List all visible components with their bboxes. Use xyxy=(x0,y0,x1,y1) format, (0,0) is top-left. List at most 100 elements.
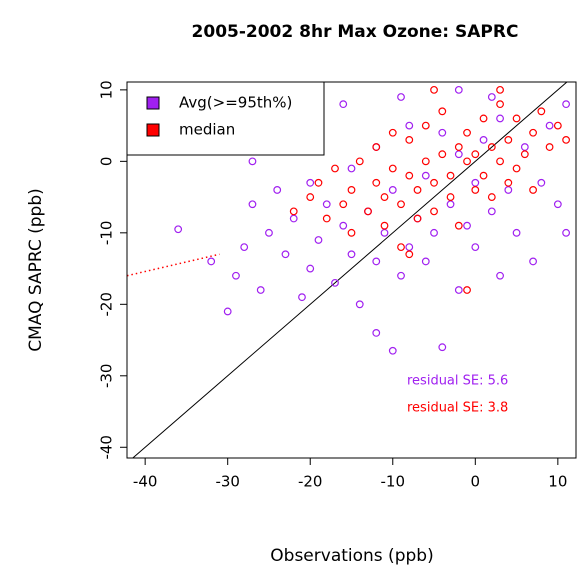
point xyxy=(413,186,422,194)
point xyxy=(479,136,488,144)
point xyxy=(496,100,504,109)
point xyxy=(487,143,496,151)
point xyxy=(463,128,471,137)
point xyxy=(479,171,488,180)
point xyxy=(256,286,265,294)
point xyxy=(355,300,364,309)
x-tick-label: -30 xyxy=(215,473,240,491)
point xyxy=(331,278,339,287)
point xyxy=(471,186,480,194)
point xyxy=(438,128,447,137)
fit-line xyxy=(127,253,220,277)
point xyxy=(504,178,513,187)
point xyxy=(430,207,438,216)
annotation: residual SE: 5.6 xyxy=(407,374,508,389)
point xyxy=(553,121,562,130)
point xyxy=(520,143,529,151)
point xyxy=(397,271,405,280)
x-tick-label: -40 xyxy=(133,473,158,491)
point xyxy=(413,214,422,223)
point xyxy=(339,100,348,109)
point xyxy=(463,157,471,166)
point xyxy=(446,171,455,180)
point xyxy=(454,143,463,151)
point xyxy=(240,243,249,252)
x-tick-label: 10 xyxy=(548,473,567,491)
point xyxy=(446,200,455,209)
point xyxy=(397,200,405,209)
point xyxy=(289,207,298,216)
point xyxy=(421,157,430,166)
point xyxy=(232,271,240,280)
point xyxy=(314,236,323,244)
point xyxy=(562,136,570,144)
x-tick-label: 0 xyxy=(471,473,481,491)
y-tick-label: -20 xyxy=(98,292,116,317)
point xyxy=(314,178,323,187)
point xyxy=(479,114,488,123)
point xyxy=(438,343,447,352)
point xyxy=(504,136,513,144)
point xyxy=(347,250,356,259)
point xyxy=(421,257,430,266)
plot-area xyxy=(127,82,570,458)
point xyxy=(372,143,381,151)
point xyxy=(347,228,356,237)
point xyxy=(421,171,430,180)
point xyxy=(512,228,521,237)
point xyxy=(496,114,504,123)
point xyxy=(207,257,216,266)
point xyxy=(430,178,438,187)
point xyxy=(223,307,232,316)
point xyxy=(273,186,282,194)
point xyxy=(438,107,447,116)
y-tick-label: -30 xyxy=(98,364,116,389)
point xyxy=(388,128,397,137)
point xyxy=(537,178,546,187)
point xyxy=(405,171,414,180)
point xyxy=(537,107,546,116)
y-tick-label: -40 xyxy=(98,435,116,460)
point xyxy=(430,228,438,237)
point xyxy=(496,85,504,94)
point xyxy=(281,250,290,259)
point xyxy=(562,100,570,109)
x-axis-label: Observations (ppb) xyxy=(270,546,433,566)
point xyxy=(347,164,356,173)
point xyxy=(512,164,521,173)
point xyxy=(553,200,562,209)
legend-label: median xyxy=(179,121,235,139)
point xyxy=(388,346,397,355)
point xyxy=(248,157,257,166)
point xyxy=(454,150,463,159)
point xyxy=(545,143,554,151)
point xyxy=(512,114,521,123)
point xyxy=(397,93,405,101)
point xyxy=(289,214,298,223)
point xyxy=(397,243,405,252)
point xyxy=(355,157,364,166)
point xyxy=(306,178,315,187)
annotation: residual SE: 3.8 xyxy=(407,401,508,416)
point xyxy=(454,85,463,94)
point xyxy=(545,121,554,130)
point xyxy=(347,186,356,194)
point xyxy=(298,293,306,302)
y-tick-label: 10 xyxy=(98,80,116,99)
point xyxy=(463,286,471,294)
point xyxy=(529,186,537,194)
point xyxy=(388,164,397,173)
plot-frame xyxy=(126,81,577,459)
point xyxy=(174,225,183,234)
point xyxy=(562,228,570,237)
point xyxy=(405,136,414,144)
point xyxy=(496,157,504,166)
point xyxy=(372,178,381,187)
legend-swatch xyxy=(146,96,160,110)
point xyxy=(388,186,397,194)
chart-title: 2005-2002 8hr Max Ozone: SAPRC xyxy=(192,22,519,42)
point xyxy=(471,178,480,187)
point xyxy=(372,329,381,337)
y-tick-label: -10 xyxy=(98,221,116,246)
